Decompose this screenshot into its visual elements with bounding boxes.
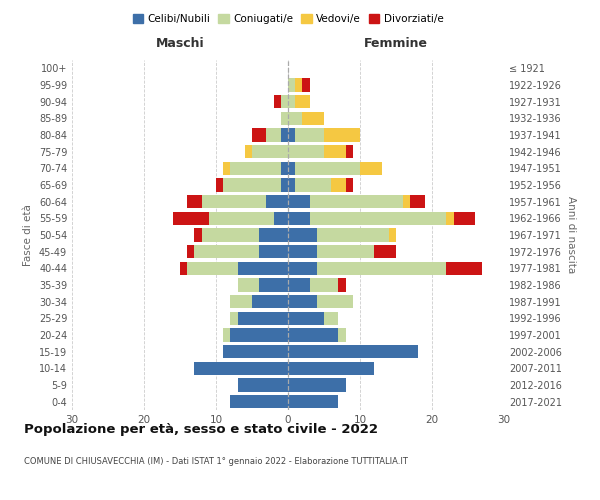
Bar [230,162,281,175]
Bar [230,395,288,408]
Bar [187,195,202,208]
Bar [331,178,346,192]
Bar [288,212,310,225]
Bar [288,278,310,291]
Bar [202,228,259,241]
Bar [252,145,288,158]
Bar [288,145,324,158]
Bar [446,212,454,225]
Bar [288,112,302,125]
Bar [180,262,187,275]
Y-axis label: Anni di nascita: Anni di nascita [566,196,576,274]
Bar [288,178,295,192]
Bar [288,95,295,108]
Bar [288,162,295,175]
Bar [223,162,230,175]
Bar [238,378,288,392]
Bar [346,145,353,158]
Text: Maschi: Maschi [155,37,205,50]
Bar [295,95,310,108]
Bar [252,295,288,308]
Bar [259,228,288,241]
Bar [266,195,288,208]
Bar [302,112,324,125]
Bar [238,262,288,275]
Bar [281,128,288,141]
Bar [281,178,288,192]
Bar [288,128,295,141]
Bar [187,245,194,258]
Bar [202,195,266,208]
Bar [230,328,288,342]
Bar [324,145,346,158]
Bar [216,178,223,192]
Bar [281,112,288,125]
Bar [281,95,288,108]
Bar [288,245,317,258]
Bar [338,278,346,291]
Bar [223,178,281,192]
Bar [389,228,396,241]
Bar [454,212,475,225]
Bar [288,295,317,308]
Bar [288,395,338,408]
Bar [238,312,288,325]
Bar [346,178,353,192]
Bar [310,278,338,291]
Bar [281,162,288,175]
Bar [266,128,281,141]
Bar [223,328,230,342]
Bar [245,145,252,158]
Y-axis label: Fasce di età: Fasce di età [23,204,33,266]
Bar [295,128,324,141]
Bar [274,95,281,108]
Bar [403,195,410,208]
Text: COMUNE DI CHIUSAVECCHIA (IM) - Dati ISTAT 1° gennaio 2022 - Elaborazione TUTTITA: COMUNE DI CHIUSAVECCHIA (IM) - Dati ISTA… [24,458,408,466]
Bar [374,245,396,258]
Bar [295,178,331,192]
Bar [317,245,374,258]
Bar [288,362,374,375]
Bar [317,295,353,308]
Bar [446,262,482,275]
Text: Femmine: Femmine [364,37,428,50]
Bar [194,228,202,241]
Bar [173,212,209,225]
Bar [288,78,295,92]
Bar [288,328,338,342]
Bar [288,312,324,325]
Bar [288,378,346,392]
Bar [317,262,446,275]
Bar [259,278,288,291]
Legend: Celibi/Nubili, Coniugati/e, Vedovi/e, Divorziati/e: Celibi/Nubili, Coniugati/e, Vedovi/e, Di… [128,10,448,29]
Bar [223,345,288,358]
Bar [194,362,288,375]
Bar [209,212,274,225]
Bar [338,328,346,342]
Bar [288,195,310,208]
Bar [274,212,288,225]
Text: Popolazione per età, sesso e stato civile - 2022: Popolazione per età, sesso e stato civil… [24,422,378,436]
Bar [259,245,288,258]
Bar [410,195,425,208]
Bar [310,212,446,225]
Bar [360,162,382,175]
Bar [230,295,252,308]
Bar [317,228,389,241]
Bar [295,78,302,92]
Bar [230,312,238,325]
Bar [324,128,360,141]
Bar [194,245,259,258]
Bar [310,195,403,208]
Bar [238,278,259,291]
Bar [187,262,238,275]
Bar [324,312,338,325]
Bar [288,262,317,275]
Bar [288,345,418,358]
Bar [295,162,360,175]
Bar [252,128,266,141]
Bar [288,228,317,241]
Bar [302,78,310,92]
